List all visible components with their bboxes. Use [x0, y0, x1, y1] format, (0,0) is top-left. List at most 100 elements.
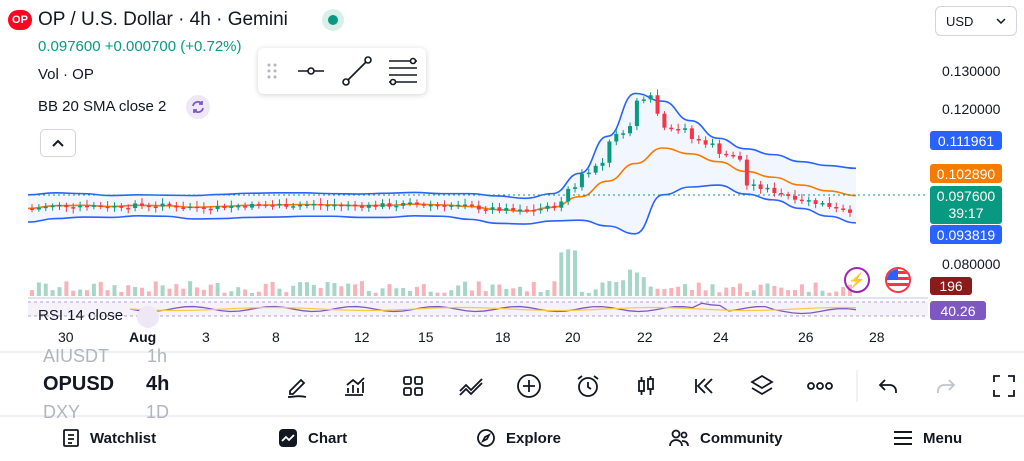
rsi-indicator-label[interactable]: RSI 14 close	[38, 307, 124, 324]
last-price-label: 0.097600 39:17	[930, 186, 1002, 224]
trend-icon[interactable]	[455, 370, 487, 402]
volume-bar	[449, 290, 454, 296]
nav-menu[interactable]: Menu	[893, 424, 962, 452]
candle	[366, 204, 371, 208]
layers-icon[interactable]	[746, 370, 778, 402]
candle	[194, 206, 199, 209]
volume-bar	[683, 284, 688, 296]
next-symbol[interactable]: DXY 1D	[43, 402, 170, 422]
collapse-legend-button[interactable]	[40, 129, 76, 157]
drag-handle-icon[interactable]	[267, 63, 277, 79]
volume-bar	[36, 282, 41, 296]
volume-bar	[339, 286, 344, 296]
candle	[772, 187, 777, 194]
candle	[779, 193, 784, 195]
rsi-settings-icon[interactable]	[137, 306, 159, 328]
volume-bar	[442, 292, 447, 296]
volume-bar	[483, 291, 488, 296]
trend-line-tool-icon[interactable]	[342, 56, 372, 86]
volume-bar	[593, 289, 598, 296]
price-tick: 0.120000	[942, 101, 1001, 117]
candle	[724, 153, 729, 156]
candle	[133, 203, 138, 208]
volume-bar	[779, 287, 784, 296]
candles-icon[interactable]	[630, 370, 662, 402]
volume-bar	[786, 290, 791, 296]
volume-bar	[387, 284, 392, 296]
nav-explore[interactable]: Explore	[476, 424, 561, 452]
volume-bar	[490, 284, 495, 296]
volume-bar	[497, 284, 502, 296]
volume-bar	[78, 289, 83, 296]
volume-indicator-label[interactable]: Vol · OP	[38, 66, 94, 83]
more-icon[interactable]	[804, 370, 836, 402]
grid-icon[interactable]	[397, 370, 429, 402]
candle	[222, 205, 227, 208]
candle	[201, 207, 206, 209]
fib-tool-icon[interactable]	[389, 57, 417, 86]
symbol-title[interactable]: OP / U.S. Dollar · 4h · Gemini	[38, 9, 288, 30]
candle	[738, 155, 743, 160]
fullscreen-icon[interactable]	[988, 370, 1020, 402]
candle	[346, 204, 351, 207]
candle	[483, 209, 488, 211]
volume-bar	[469, 290, 474, 296]
price-tick: 0.080000	[942, 256, 1001, 272]
candle	[229, 205, 234, 208]
candle	[669, 127, 674, 130]
volume-bar	[236, 287, 241, 296]
refresh-icon[interactable]	[186, 95, 210, 119]
candle	[236, 205, 241, 208]
volume-bar	[167, 288, 172, 296]
volume-bar	[64, 281, 69, 296]
candle	[751, 184, 756, 186]
candle	[112, 205, 117, 208]
horizontal-line-tool-icon[interactable]	[298, 67, 324, 75]
volume-bar	[621, 280, 626, 296]
candle	[353, 204, 358, 207]
nav-community[interactable]: Community	[668, 424, 783, 452]
volume-bar	[298, 282, 303, 296]
volume-bar	[676, 286, 681, 296]
nav-watchlist[interactable]: Watchlist	[62, 424, 156, 452]
nav-chart[interactable]: Chart	[278, 424, 347, 452]
sma-price-label: 0.102890	[930, 164, 1002, 183]
candle	[84, 205, 89, 208]
volume-bar	[84, 290, 89, 296]
sma-basis-line	[27, 147, 857, 212]
us-flag-icon[interactable]	[885, 267, 911, 293]
currency-select[interactable]: USD	[935, 6, 1017, 36]
volume-bar	[284, 292, 289, 296]
candle	[167, 203, 172, 206]
candle	[401, 203, 406, 206]
candle	[490, 207, 495, 210]
volume-bar	[566, 249, 571, 296]
redo-icon[interactable]	[930, 370, 962, 402]
current-symbol[interactable]: OPUSD 4h	[43, 373, 170, 395]
volume-bar	[504, 288, 509, 296]
candle	[765, 187, 770, 190]
volume-bar	[827, 292, 832, 296]
volume-bar	[518, 286, 523, 296]
plus-circle-icon[interactable]	[513, 370, 545, 402]
volume-bar	[91, 283, 96, 296]
rewind-icon[interactable]	[688, 370, 720, 402]
pencil-icon[interactable]	[281, 370, 313, 402]
volume-bar	[43, 283, 48, 296]
alarm-icon[interactable]	[572, 370, 604, 402]
candle	[566, 188, 571, 202]
volume-bar	[841, 287, 846, 296]
candle	[806, 200, 811, 202]
lightning-icon[interactable]: ⚡	[844, 267, 870, 293]
bb-indicator-label[interactable]: BB 20 SMA close 2	[38, 98, 167, 115]
time-tick: 18	[495, 329, 511, 345]
volume-bar	[249, 292, 254, 296]
volume-bar	[139, 287, 144, 296]
prev-symbol[interactable]: AIUSDT 1h	[43, 346, 168, 366]
volume-bar	[476, 281, 481, 296]
volume-bar	[421, 284, 426, 296]
undo-icon[interactable]	[872, 370, 904, 402]
bar-chart-icon[interactable]	[338, 370, 370, 402]
candle	[600, 162, 605, 166]
